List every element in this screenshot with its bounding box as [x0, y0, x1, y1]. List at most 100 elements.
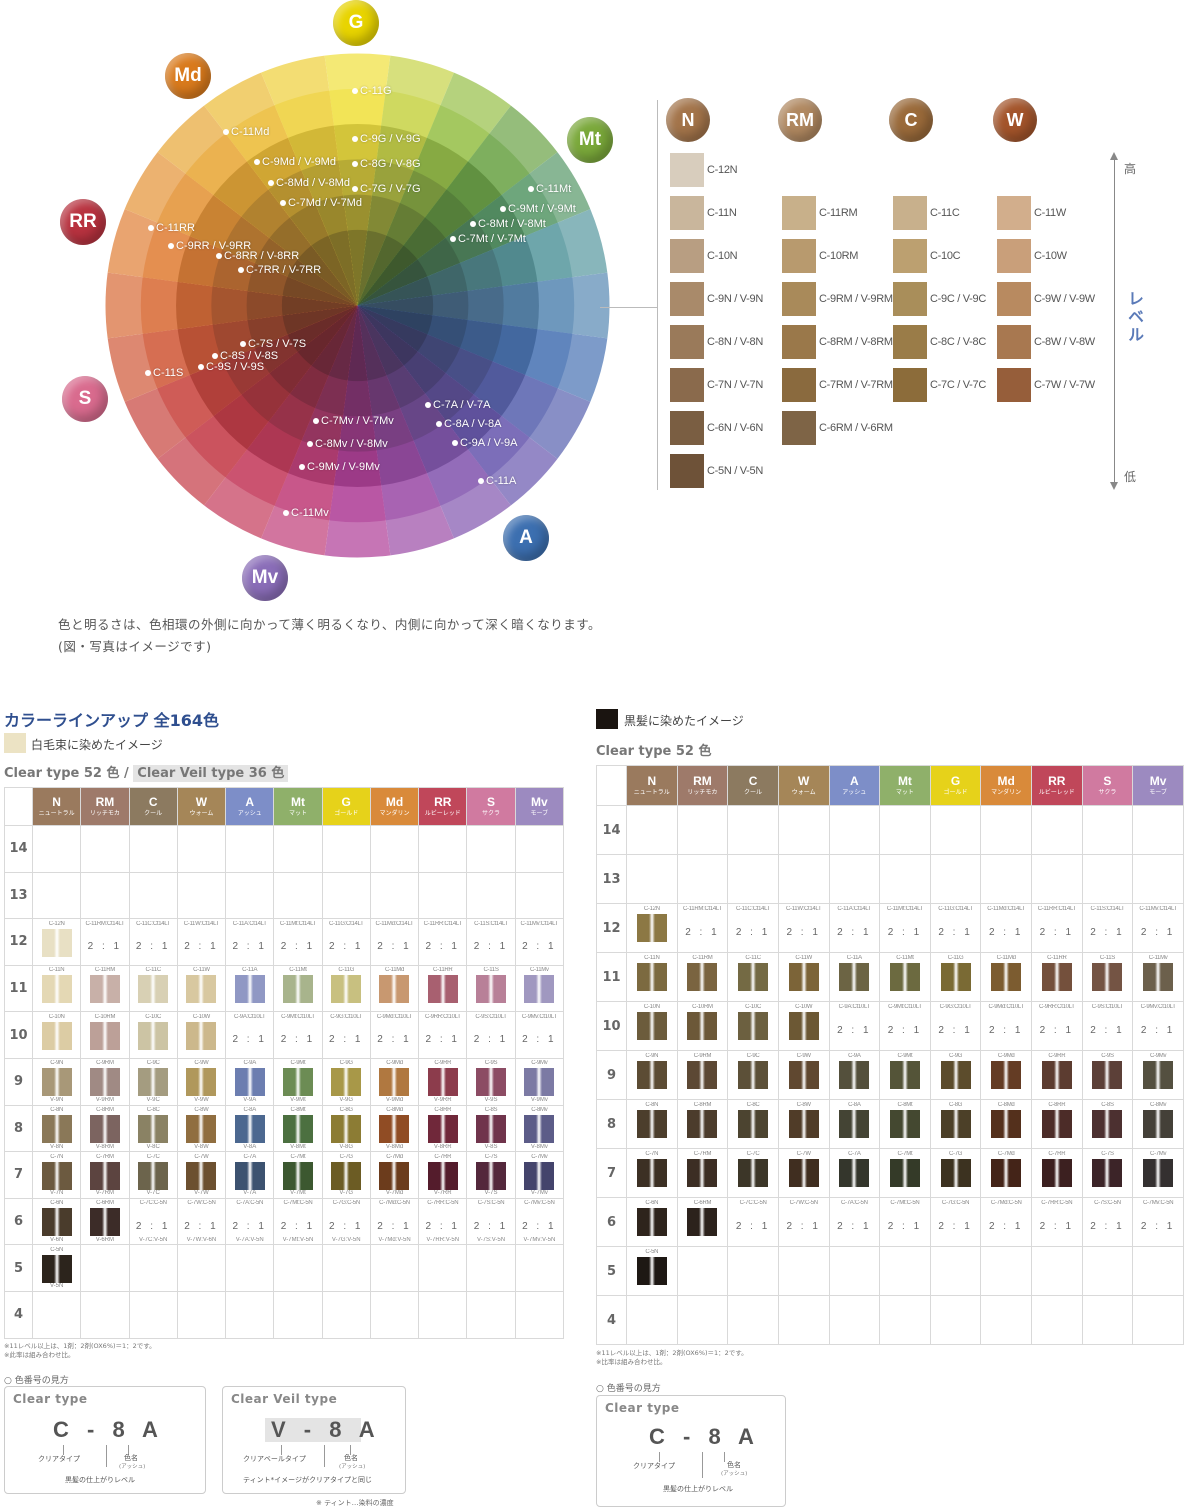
cell-swatch: [186, 1115, 217, 1144]
column-jp: ウォーム: [791, 789, 816, 796]
cell-swatch: [379, 1068, 410, 1097]
level-label: 4: [596, 1295, 627, 1345]
color-cell: [273, 1290, 323, 1339]
column-jp: マンダリン: [379, 810, 410, 817]
color-cell: C-10C: [128, 1011, 178, 1059]
cell-content: C-11C:Ct14LT 2 : 1: [728, 905, 778, 952]
wheel-label-text: C-8RR / V-8RR: [224, 250, 300, 262]
box-level: 黒髪の仕上がりレベル: [65, 1476, 135, 1484]
cell-swatch: [1143, 1060, 1174, 1089]
column-head-n: N ニュートラル: [31, 787, 82, 826]
cell-content: C-8RR: [1032, 1101, 1082, 1148]
cell-swatch: [524, 975, 555, 1004]
color-cell: C-11Mv: [514, 964, 565, 1013]
column-jp: ルビーレッド: [1038, 789, 1075, 796]
cell-content: C-8RM V-8RM: [81, 1106, 128, 1151]
color-cell: C-7S: [1081, 1148, 1134, 1198]
cell-code: C-11W:Ct14LT: [785, 905, 822, 912]
cell-swatch: [427, 1068, 458, 1097]
dot-icon: [299, 464, 305, 471]
cell-swatch: [636, 1158, 667, 1187]
color-cell: [176, 871, 227, 920]
cell-veil-code: V-9A: [243, 1097, 257, 1104]
cell-swatch: [839, 1060, 870, 1089]
cell-swatch: [788, 1109, 819, 1138]
cell-code: C-11RR: [433, 967, 453, 974]
color-cell: C-11N: [626, 952, 678, 1002]
cell-code: C-7S: [1101, 1150, 1114, 1157]
wheel-segment: [357, 295, 434, 316]
dot-icon: [168, 243, 174, 250]
cell-content: C-9RR: [1032, 1052, 1082, 1099]
color-cell: [676, 1295, 729, 1345]
wheel-segment: [357, 235, 404, 306]
level-label: 8: [4, 1104, 33, 1153]
color-cell: [1031, 1295, 1083, 1345]
cell-swatch: [234, 1115, 265, 1144]
wheel-label: C-9G / V-9G: [352, 133, 421, 145]
wheel-label-text: C-9S / V-9S: [206, 361, 265, 373]
color-cell: C-9A V-9A: [225, 1057, 275, 1106]
cell-code: C-7C: [746, 1150, 760, 1157]
color-cell: C-11S: [466, 964, 516, 1013]
level-swatch-item: C-6RM / V-6RM: [782, 411, 893, 445]
cell-code: C-7Mv:C-5N: [1142, 1199, 1174, 1206]
color-cell: [828, 854, 881, 904]
cell-swatch: [1092, 962, 1123, 991]
color-cell: C-10N: [626, 1001, 678, 1051]
cell-content: C-11RR: [1032, 954, 1082, 1001]
cell-code: C-7A: [243, 1153, 256, 1160]
cell-ratio: 2 : 1: [1039, 1025, 1075, 1037]
cell-code: C-11G:Ct14LT: [328, 920, 364, 927]
color-cell: [828, 805, 881, 855]
cell-content: C-9Mt:Ct10LT 2 : 1: [274, 1013, 321, 1058]
wheel-label: C-9RR / V-9RR: [168, 240, 251, 252]
cell-content: C-7RR V-7RR: [419, 1153, 466, 1198]
wheel-label: C-7A / V-7A: [425, 399, 490, 411]
cell-content: C-7G:C-5N 2 : 1 V-7G:V-5N: [323, 1199, 370, 1244]
cell-swatch: [282, 1161, 313, 1190]
cell-code: C-9Md: [997, 1052, 1015, 1059]
level-swatch-item: C-9RM / V-9RM: [782, 282, 893, 316]
color-cell: C-7Mt:C-5N 2 : 1: [879, 1197, 931, 1247]
cell-ratio: 2 : 1: [988, 1025, 1024, 1037]
cell-swatch: [738, 962, 769, 991]
level-swatch-label: C-9RM / V-9RM: [819, 293, 893, 305]
color-cell: [879, 805, 931, 855]
cell-swatch: [234, 1068, 265, 1097]
left-footnote-1: ※11レベル以上は、1剤：2剤(OX6%)＝1：2です。: [4, 1342, 156, 1350]
wheel-label: C-11A: [478, 475, 516, 487]
cell-swatch: [889, 1109, 920, 1138]
cell-swatch: [687, 962, 718, 991]
cell-code: C-9S:Ct10LT: [1091, 1003, 1124, 1010]
color-cell: C-8W: [777, 1099, 830, 1149]
level-row: 6 C-6N V-6N C-6RM V-6RM C-7C:C-5N 2 : 1 V-7C:V-…: [4, 1197, 565, 1246]
cell-swatch: [636, 1256, 667, 1285]
dot-icon: [216, 253, 222, 260]
legend-black-label: 黒髪に染めたイメージ: [624, 714, 744, 728]
column-jp: アッシュ: [842, 789, 867, 796]
level-label: 7: [596, 1148, 627, 1198]
color-cell: C-10N: [31, 1011, 82, 1059]
level-label: 13: [4, 871, 33, 920]
cell-code: C-7S:C-5N: [1094, 1199, 1121, 1206]
cell-veil-code: V-9N: [49, 1097, 64, 1104]
cell-code: C-9Mv: [531, 1060, 548, 1067]
color-cell: [514, 1290, 565, 1339]
color-cell: [514, 825, 565, 873]
color-cell: [1132, 805, 1184, 855]
color-cell: C-11G:Ct14LT 2 : 1: [929, 903, 982, 953]
cell-code: C-7W:C-5N: [187, 1200, 216, 1207]
cell-code: C-9G:Ct10LT: [330, 1013, 363, 1020]
wheel-label: C-11Md: [223, 126, 269, 138]
column-abbr: Mv: [530, 795, 548, 810]
color-cell: [929, 854, 982, 904]
box-name: 色名: [124, 1454, 138, 1462]
box-level: 黒髪の仕上がりレベル: [663, 1485, 733, 1493]
cell-code: C-5N: [645, 1248, 659, 1255]
cell-ratio: 2 : 1: [786, 927, 821, 939]
family-ball-g: G: [333, 0, 379, 46]
level-swatch-label: C-7C / V-7C: [930, 379, 986, 391]
color-cell: C-7S:C-5N 2 : 1 V-7S:V-5N: [466, 1197, 516, 1246]
cell-content: C-7G:C-5N 2 : 1: [931, 1199, 981, 1246]
